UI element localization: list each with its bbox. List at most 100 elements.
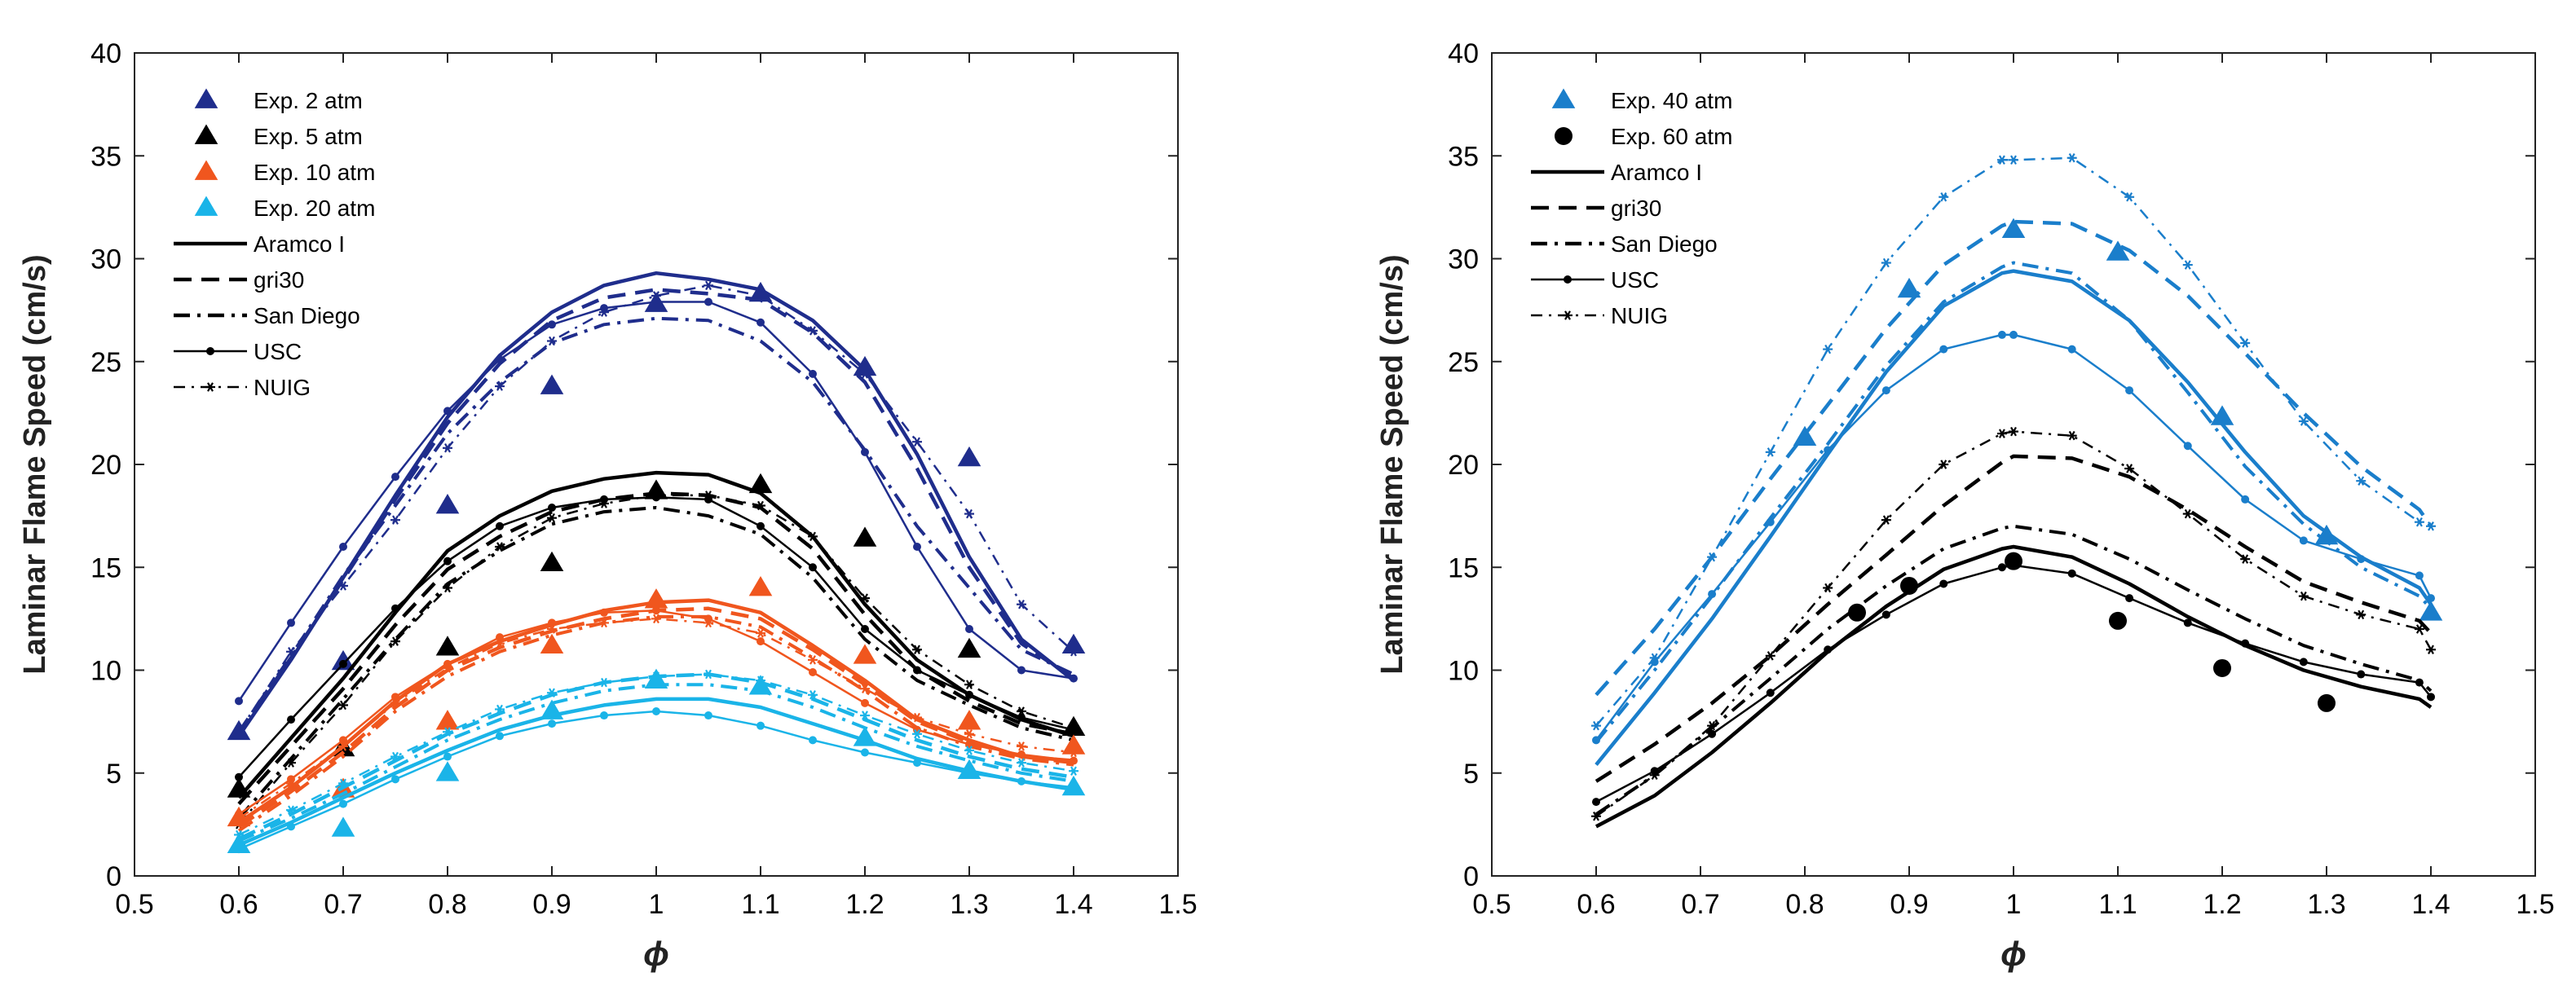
legend-label: Exp. 40 atm [1611,88,1732,113]
usc-point [1592,736,1600,745]
x-tick-label: 1.5 [1158,889,1197,920]
nuig-point-stroke [601,618,607,628]
nuig-point-stroke [1651,653,1658,663]
model-line-sandiego [1595,524,2433,816]
model-line-nuig [238,618,1074,820]
exp-point [1897,277,1921,298]
nuig-point [1765,447,1775,457]
exp-point [1061,633,1086,654]
exp-point [2314,524,2339,545]
nuig-point [704,491,713,500]
nuig-point-stroke [862,593,868,603]
usc-point [339,799,347,808]
usc-point [391,604,399,613]
legend-triangle [1551,88,1576,108]
nuig-point-stroke [392,515,399,525]
y-tick-label: 0 [106,861,121,892]
nuig-point-stroke [1018,706,1025,716]
exp-point [2318,693,2336,712]
exp-point [1793,425,1817,447]
nuig-point [547,624,557,634]
nuig-point-stroke [1070,766,1077,776]
usc-point [652,707,660,715]
y-tick-label: 10 [1448,656,1479,687]
usc-point [548,320,556,329]
nuig-point [2298,416,2309,426]
exp-point [2109,611,2127,630]
nuig-point-stroke [914,645,920,654]
nuig-point [1017,706,1026,716]
nuig-point [2009,155,2018,165]
series-group [1591,426,2436,829]
usc-point [1017,777,1026,785]
nuig-point [286,805,296,815]
model-line-aramco [1595,269,2433,767]
x-axis-title: ϕ [2000,935,2027,973]
nuig-point [1017,741,1026,751]
usc-point [496,521,504,530]
legend-label: Exp. 5 atm [254,124,363,149]
exp-point [435,493,460,514]
exp-point [540,551,564,572]
nuig-point [443,583,452,593]
nuig-point [1881,257,1891,268]
usc-point [600,711,608,720]
nuig-point-stroke [1018,599,1025,609]
series-group [227,575,1086,833]
exp-point [227,777,251,798]
x-tick-label: 1.2 [2203,889,2241,920]
nuig-point-stroke [549,336,555,346]
nuig-point [443,663,452,673]
nuig-point-stroke [2358,476,2365,486]
legend-label: USC [254,339,302,364]
nuig-point-stroke [2415,624,2423,634]
exp-point [1061,775,1086,796]
exp-point [853,355,877,376]
usc-point [2357,670,2366,679]
legend-item: Exp. 60 atm [1555,124,1732,149]
legend-label: USC [1611,267,1659,293]
y-tick-label: 20 [90,450,121,481]
nuig-point-stroke [966,508,973,519]
nuig-point [1939,460,1949,469]
legend-item: Exp. 5 atm [194,124,363,149]
nuig-point [2182,260,2193,270]
usc-point [2357,555,2366,564]
x-tick-label: 0.5 [115,889,153,920]
nuig-point [495,704,505,715]
nuig-point-stroke [340,581,346,591]
exp-point [1900,576,1918,595]
nuig-point-stroke [966,680,973,689]
nuig-point [1649,653,1660,663]
exp-point [853,526,877,547]
nuig-point [1823,344,1833,354]
y-tick-label: 15 [1448,552,1479,583]
nuig-point [1591,720,1601,731]
usc-point [1070,674,1078,683]
usc-point [2067,569,2076,578]
nuig-point [704,618,713,628]
exp-point [748,575,773,596]
usc-point [496,355,504,364]
exp-point [957,637,981,658]
nuig-point-stroke [2068,153,2075,163]
usc-point [1881,610,1890,619]
plot-frame [1491,52,2536,877]
nuig-point-stroke [2068,430,2075,441]
usc-point [1939,579,1948,588]
nuig-point [390,698,400,708]
exp-point [2005,552,2022,570]
y-tick-label: 30 [1448,244,1479,275]
nuig-point [2298,591,2309,601]
nuig-point-stroke [392,751,399,762]
nuig-point [2240,338,2251,348]
legend-star [205,382,215,392]
nuig-point [1939,192,1949,202]
nuig-point-stroke [340,778,346,789]
nuig-point [860,593,870,603]
nuig-point [286,778,296,789]
usc-point [1070,756,1078,765]
nuig-point-stroke [444,663,451,673]
legend-label: gri30 [254,267,304,293]
